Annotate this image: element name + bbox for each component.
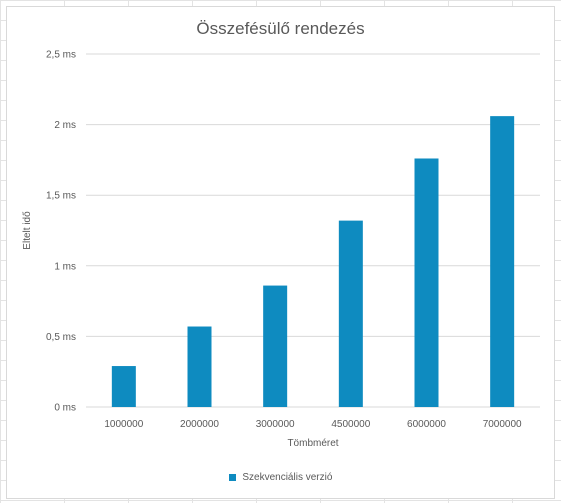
x-tick-label: 3000000 (256, 419, 295, 430)
legend: Szekvenciális verzió (7, 472, 554, 483)
x-tick-label: 6000000 (407, 419, 446, 430)
y-tick-label: 1,5 ms (46, 191, 76, 202)
bar[interactable] (187, 326, 212, 407)
y-tick-label: 2 ms (54, 120, 76, 131)
gridlines (86, 53, 540, 408)
x-tick-label: 2000000 (180, 419, 219, 430)
bar[interactable] (414, 158, 439, 407)
x-tick-label: 7000000 (483, 419, 522, 430)
x-tick-label: 4500000 (331, 419, 370, 430)
y-tick-label: 0,5 ms (46, 332, 76, 343)
legend-label: Szekvenciális verzió (242, 472, 333, 483)
y-axis-tick-labels: 0 ms 0,5 ms 1 ms 1,5 ms 2 ms 2,5 ms (46, 50, 76, 414)
y-axis-title: Eltelt idő (22, 211, 33, 250)
x-axis-title: Tömbméret (287, 438, 338, 449)
bar-series (111, 116, 515, 408)
x-tick-label: 1000000 (104, 419, 143, 430)
bar[interactable] (263, 285, 288, 407)
y-tick-label: 1 ms (54, 261, 76, 272)
plot-area: 0 ms 0,5 ms 1 ms 1,5 ms 2 ms 2,5 ms 1000000 20… (22, 50, 540, 449)
chart-title: Összefésülő rendezés (196, 19, 365, 38)
bar[interactable] (490, 116, 515, 408)
y-tick-label: 2,5 ms (46, 50, 76, 61)
chart-area[interactable]: Összefésülő rendezés 0 ms 0,5 ms 1 ms 1,5 m… (6, 6, 555, 499)
x-axis-tick-labels: 1000000 2000000 3000000 4500000 6000000 70000… (104, 419, 522, 430)
legend-swatch (228, 474, 236, 481)
bar[interactable] (338, 220, 363, 407)
bar[interactable] (111, 366, 136, 407)
y-tick-label: 0 ms (54, 403, 76, 414)
